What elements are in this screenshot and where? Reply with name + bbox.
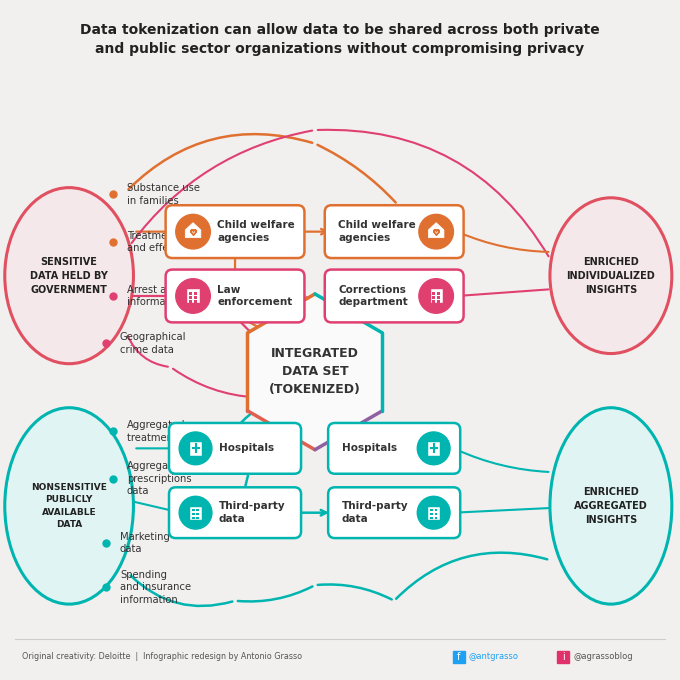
Text: Third-party
data: Third-party data — [341, 501, 408, 524]
Text: Original creativity: Deloitte  |  Infographic redesign by Antonio Grasso: Original creativity: Deloitte | Infograp… — [22, 652, 302, 662]
Bar — [432, 300, 435, 303]
Text: i: i — [562, 652, 565, 662]
Text: Third-party
data: Third-party data — [219, 501, 286, 524]
Text: Child welfare
agencies: Child welfare agencies — [339, 220, 416, 243]
Text: Spending
and insurance
information: Spending and insurance information — [120, 570, 191, 605]
Text: Corrections
department: Corrections department — [339, 285, 408, 307]
Circle shape — [175, 279, 210, 313]
Text: NONSENSITIVE
PUBLICLY
AVAILABLE
DATA: NONSENSITIVE PUBLICLY AVAILABLE DATA — [31, 483, 107, 529]
Text: Treatment cost
and effectiveness: Treatment cost and effectiveness — [126, 231, 216, 253]
Text: ENRICHED
AGGREGATED
INSIGHTS: ENRICHED AGGREGATED INSIGHTS — [574, 487, 648, 525]
Bar — [197, 513, 199, 515]
FancyBboxPatch shape — [166, 205, 305, 258]
Bar — [430, 290, 442, 303]
Text: @antgrasso: @antgrasso — [469, 652, 519, 662]
Bar — [430, 513, 432, 515]
Ellipse shape — [550, 408, 672, 604]
Circle shape — [419, 279, 454, 313]
Bar — [432, 296, 435, 299]
Ellipse shape — [5, 188, 133, 364]
Bar — [435, 513, 437, 515]
Bar — [194, 300, 197, 303]
Polygon shape — [248, 294, 382, 449]
Bar — [189, 300, 192, 303]
Circle shape — [418, 432, 450, 464]
Circle shape — [179, 432, 212, 464]
Text: Substance use
in families: Substance use in families — [126, 183, 200, 205]
Text: Arrest and parole
information: Arrest and parole information — [126, 285, 213, 307]
Text: ENRICHED
INDIVIDUALIZED
INSIGHTS: ENRICHED INDIVIDUALIZED INSIGHTS — [566, 256, 656, 294]
Circle shape — [418, 496, 450, 529]
Bar — [435, 517, 437, 520]
FancyBboxPatch shape — [328, 423, 460, 474]
Bar — [428, 442, 439, 454]
Text: Aggregated
treatments data: Aggregated treatments data — [126, 420, 207, 443]
Text: @agrassoblog: @agrassoblog — [574, 652, 633, 662]
Text: and public sector organizations without compromising privacy: and public sector organizations without … — [95, 42, 585, 56]
Bar — [190, 442, 201, 454]
Bar — [194, 296, 197, 299]
Text: Hospitals: Hospitals — [341, 443, 397, 454]
Text: Geographical
crime data: Geographical crime data — [120, 333, 186, 354]
Bar — [430, 517, 432, 520]
Ellipse shape — [550, 198, 672, 354]
Bar — [197, 509, 199, 511]
Bar — [432, 292, 435, 294]
Text: Marketing
data: Marketing data — [120, 532, 170, 554]
Bar — [188, 290, 199, 303]
Circle shape — [179, 496, 212, 529]
Circle shape — [175, 214, 210, 249]
Bar — [437, 296, 440, 299]
Text: Aggregated
prescriptions
data: Aggregated prescriptions data — [126, 462, 191, 496]
Text: f: f — [457, 652, 460, 662]
Text: Child welfare
agencies: Child welfare agencies — [217, 220, 295, 243]
FancyBboxPatch shape — [166, 269, 305, 322]
Bar — [437, 300, 440, 303]
Bar — [192, 517, 194, 520]
FancyBboxPatch shape — [325, 269, 464, 322]
Text: Hospitals: Hospitals — [219, 443, 274, 454]
Text: Law
enforcement: Law enforcement — [217, 285, 292, 307]
Bar — [189, 296, 192, 299]
Circle shape — [419, 214, 454, 249]
Text: Data tokenization can allow data to be shared across both private: Data tokenization can allow data to be s… — [80, 23, 600, 37]
Polygon shape — [428, 222, 444, 238]
Bar — [428, 507, 439, 519]
Bar — [197, 517, 199, 520]
FancyBboxPatch shape — [328, 488, 460, 538]
Bar — [192, 513, 194, 515]
Bar — [190, 507, 201, 519]
FancyBboxPatch shape — [325, 205, 464, 258]
Bar — [189, 292, 192, 294]
Bar — [430, 509, 432, 511]
Ellipse shape — [5, 408, 133, 604]
FancyBboxPatch shape — [169, 423, 301, 474]
Bar — [192, 509, 194, 511]
Text: INTEGRATED
DATA SET
(TOKENIZED): INTEGRATED DATA SET (TOKENIZED) — [269, 347, 361, 396]
Bar — [437, 292, 440, 294]
Text: SENSITIVE
DATA HELD BY
GOVERNMENT: SENSITIVE DATA HELD BY GOVERNMENT — [30, 256, 108, 294]
Polygon shape — [185, 222, 201, 238]
FancyBboxPatch shape — [169, 488, 301, 538]
Bar — [435, 509, 437, 511]
Bar — [194, 292, 197, 294]
